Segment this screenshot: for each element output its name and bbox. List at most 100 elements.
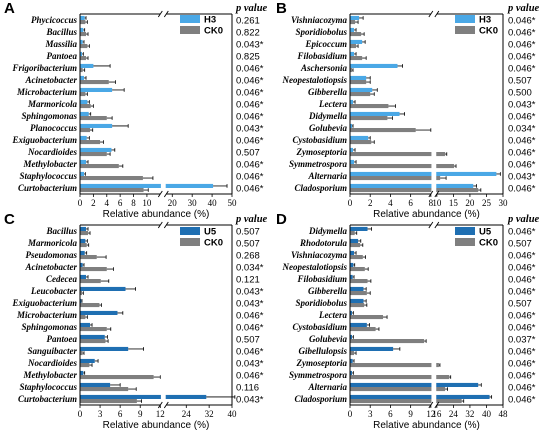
table-row: Acinetobacter 0.034* xyxy=(25,262,264,274)
category-label: Sphingomonas xyxy=(21,111,77,121)
bar-h3 xyxy=(80,51,83,56)
bar-u5 xyxy=(350,334,353,339)
table-row: Epicoccum 0.046* xyxy=(305,39,536,51)
table-row: Massilia 0.043* xyxy=(44,39,263,51)
table-row: Golubevia 0.034* xyxy=(309,123,536,135)
bar-ck0 xyxy=(350,339,425,344)
table-row: Bacillus 0.507 xyxy=(45,226,259,238)
p-value: 0.825 xyxy=(236,52,260,63)
x-tick-label: 2 xyxy=(368,198,373,208)
category-label: Pantoea xyxy=(47,51,78,61)
p-value: 0.046* xyxy=(236,88,264,99)
category-label: Methylobacter xyxy=(23,370,78,380)
axis-break-mark xyxy=(428,221,434,229)
legend-swatch xyxy=(455,15,475,23)
category-label: Curtobacterium xyxy=(18,183,77,193)
bar-ck0 xyxy=(80,104,91,109)
category-label: Staphylococcus xyxy=(20,171,78,181)
p-value: 0.046* xyxy=(236,64,264,75)
p-value: 0.043* xyxy=(508,172,536,183)
category-label: Staphylococcus xyxy=(20,382,78,392)
table-row: Lectera 0.046* xyxy=(318,310,536,322)
p-value: 0.507 xyxy=(236,239,260,250)
category-label: Zymoseptoria xyxy=(296,358,348,368)
p-value: 0.043* xyxy=(508,100,536,111)
bar-ck0 xyxy=(80,32,87,37)
x-tick-label: 30 xyxy=(499,198,509,208)
p-value: 0.046* xyxy=(508,371,536,382)
table-row: Cedecea 0.121 xyxy=(46,274,260,286)
bar-u5 xyxy=(80,358,95,363)
category-label: Symmetrospora xyxy=(289,159,348,169)
bar-ck0 xyxy=(80,339,106,344)
bar-ck0 xyxy=(350,363,439,368)
bar-ck0 xyxy=(80,303,100,308)
x-tick-label: 25 xyxy=(482,198,492,208)
category-label: Aschersonia xyxy=(300,63,348,73)
p-value: 0.046* xyxy=(508,227,536,238)
p-value: 0.043* xyxy=(236,287,264,298)
legend-label: H3 xyxy=(479,15,491,26)
bar-ck0 xyxy=(350,176,441,181)
bar-h3 xyxy=(80,147,112,152)
bar-ck0 xyxy=(350,68,353,73)
legend-swatch xyxy=(180,238,200,246)
axis-break-mark xyxy=(157,221,163,229)
axis-break-mark xyxy=(157,10,163,18)
bar-ck0 xyxy=(350,32,362,37)
legend-label: U5 xyxy=(479,227,492,238)
category-label: Cladosporium xyxy=(294,183,347,193)
category-label: Didymella xyxy=(308,226,347,236)
legend-label: CK0 xyxy=(479,26,498,37)
table-row: Planococcus 0.043* xyxy=(30,123,264,135)
bar-h3 xyxy=(350,147,354,152)
x-tick-label: 48 xyxy=(499,409,509,419)
bar-u5 xyxy=(80,322,91,327)
axis-break-mark xyxy=(163,190,169,198)
x-tick-label: 4 xyxy=(105,198,110,208)
category-label: Bacillus xyxy=(45,226,77,236)
p-value: 0.046* xyxy=(508,136,536,147)
bar-u5 xyxy=(80,394,207,399)
category-label: Filobasidium xyxy=(296,51,347,61)
p-value: 0.046* xyxy=(236,112,264,123)
axis-break-mark xyxy=(434,221,440,229)
x-tick-label: 6 xyxy=(388,409,393,419)
bar-ck0 xyxy=(80,140,101,145)
category-label: Methylobacter xyxy=(23,159,78,169)
p-value: 0.043* xyxy=(236,40,264,51)
p-value: 0.046* xyxy=(508,323,536,334)
category-label: Nocardioides xyxy=(27,358,77,368)
bar-u5 xyxy=(80,346,129,351)
x-tick-label: 12 xyxy=(156,409,165,419)
bar-u5 xyxy=(80,286,126,291)
p-value: 0.507 xyxy=(236,335,260,346)
category-label: Golubevia xyxy=(309,334,347,344)
bar-ck0 xyxy=(350,164,455,169)
p-value: 0.046* xyxy=(508,112,536,123)
table-row: Nocardioides 0.043* xyxy=(27,358,264,370)
table-row: Didymella 0.046* xyxy=(308,226,536,238)
x-axis-label: Relative abundance (%) xyxy=(373,420,480,431)
table-row: Staphylococcus 0.046* xyxy=(20,171,264,183)
p-value: 0.046* xyxy=(508,395,536,406)
table-row: Gibberella 0.500 xyxy=(308,87,532,99)
axis-break-mark xyxy=(163,221,169,229)
category-label: Filobasidium xyxy=(296,274,347,284)
legend-swatch xyxy=(180,227,200,235)
bar-ck0 xyxy=(350,375,450,380)
legend-label: CK0 xyxy=(204,26,223,37)
x-tick-label: 50 xyxy=(228,198,238,208)
axis-break-mark xyxy=(434,10,440,18)
bar-ck0 xyxy=(80,176,143,181)
bar-h3 xyxy=(80,27,84,32)
bar-ck0 xyxy=(80,267,107,272)
x-tick-label: 3 xyxy=(368,409,373,419)
bar-ck0 xyxy=(350,231,355,236)
pvalue-header: p value xyxy=(235,214,268,225)
bar-u5 xyxy=(80,382,111,387)
bar-ck0 xyxy=(80,68,83,73)
bar-ck0 xyxy=(80,279,101,284)
